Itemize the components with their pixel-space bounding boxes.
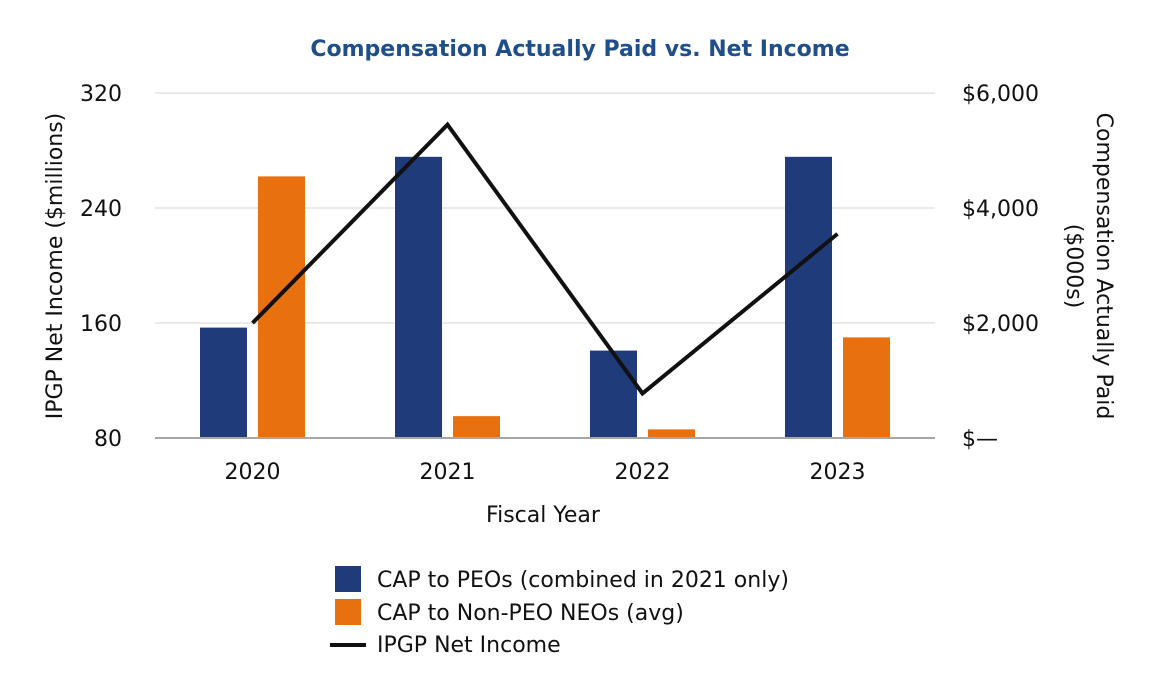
legend-item-peo: CAP to PEOs (combined in 2021 only): [335, 566, 789, 593]
legend-swatch-neo: [335, 599, 361, 625]
legend: CAP to PEOs (combined in 2021 only) CAP …: [330, 566, 789, 658]
legend-item-neo: CAP to Non-PEO NEOs (avg): [335, 599, 684, 626]
left-axis-title: IPGP Net Income ($millions): [43, 113, 68, 420]
bar-peo-2020: [200, 327, 247, 438]
right-tick-label-0: $—: [962, 427, 998, 452]
right-tick-label-2: $4,000: [962, 197, 1039, 222]
legend-item-net-income: IPGP Net Income: [330, 633, 561, 658]
net-income-line: [251, 121, 839, 397]
left-tick-label-80: 80: [94, 427, 122, 452]
left-tick-label-160: 160: [80, 312, 122, 337]
right-axis-title: Compensation Actually Paid ($000s): [1061, 113, 1116, 420]
right-axis-title-line-2: ($000s): [1061, 224, 1086, 309]
right-axis-title-line-1: Compensation Actually Paid: [1091, 113, 1116, 420]
chart-marks: 80 160 240 320 $— $2,000 $4,000 $6,000 2020 2021 2…: [80, 82, 1039, 485]
bar-peo-2022: [590, 350, 637, 438]
bar-neo-2023: [843, 337, 890, 438]
x-tick-label-2022: 2022: [615, 460, 671, 485]
legend-label-peo: CAP to PEOs (combined in 2021 only): [377, 568, 789, 593]
chart-title: Compensation Actually Paid vs. Net Incom…: [310, 37, 849, 62]
x-tick-label-2023: 2023: [810, 460, 866, 485]
legend-label-net-income: IPGP Net Income: [377, 633, 561, 658]
x-tick-label-2020: 2020: [225, 460, 281, 485]
bar-peo-2023: [785, 156, 832, 438]
legend-label-neo: CAP to Non-PEO NEOs (avg): [377, 601, 684, 626]
x-axis-title: Fiscal Year: [486, 503, 601, 528]
bar-peo-2021: [395, 156, 442, 438]
bar-neo-2022: [648, 429, 695, 438]
right-tick-label-1: $2,000: [962, 312, 1039, 337]
bar-neo-2020: [258, 176, 305, 438]
left-tick-label-320: 320: [80, 82, 122, 107]
x-tick-label-2021: 2021: [420, 460, 476, 485]
bar-neo-2021: [453, 416, 500, 438]
right-tick-label-3: $6,000: [962, 82, 1039, 107]
legend-swatch-peo: [335, 566, 361, 592]
left-tick-label-240: 240: [80, 197, 122, 222]
